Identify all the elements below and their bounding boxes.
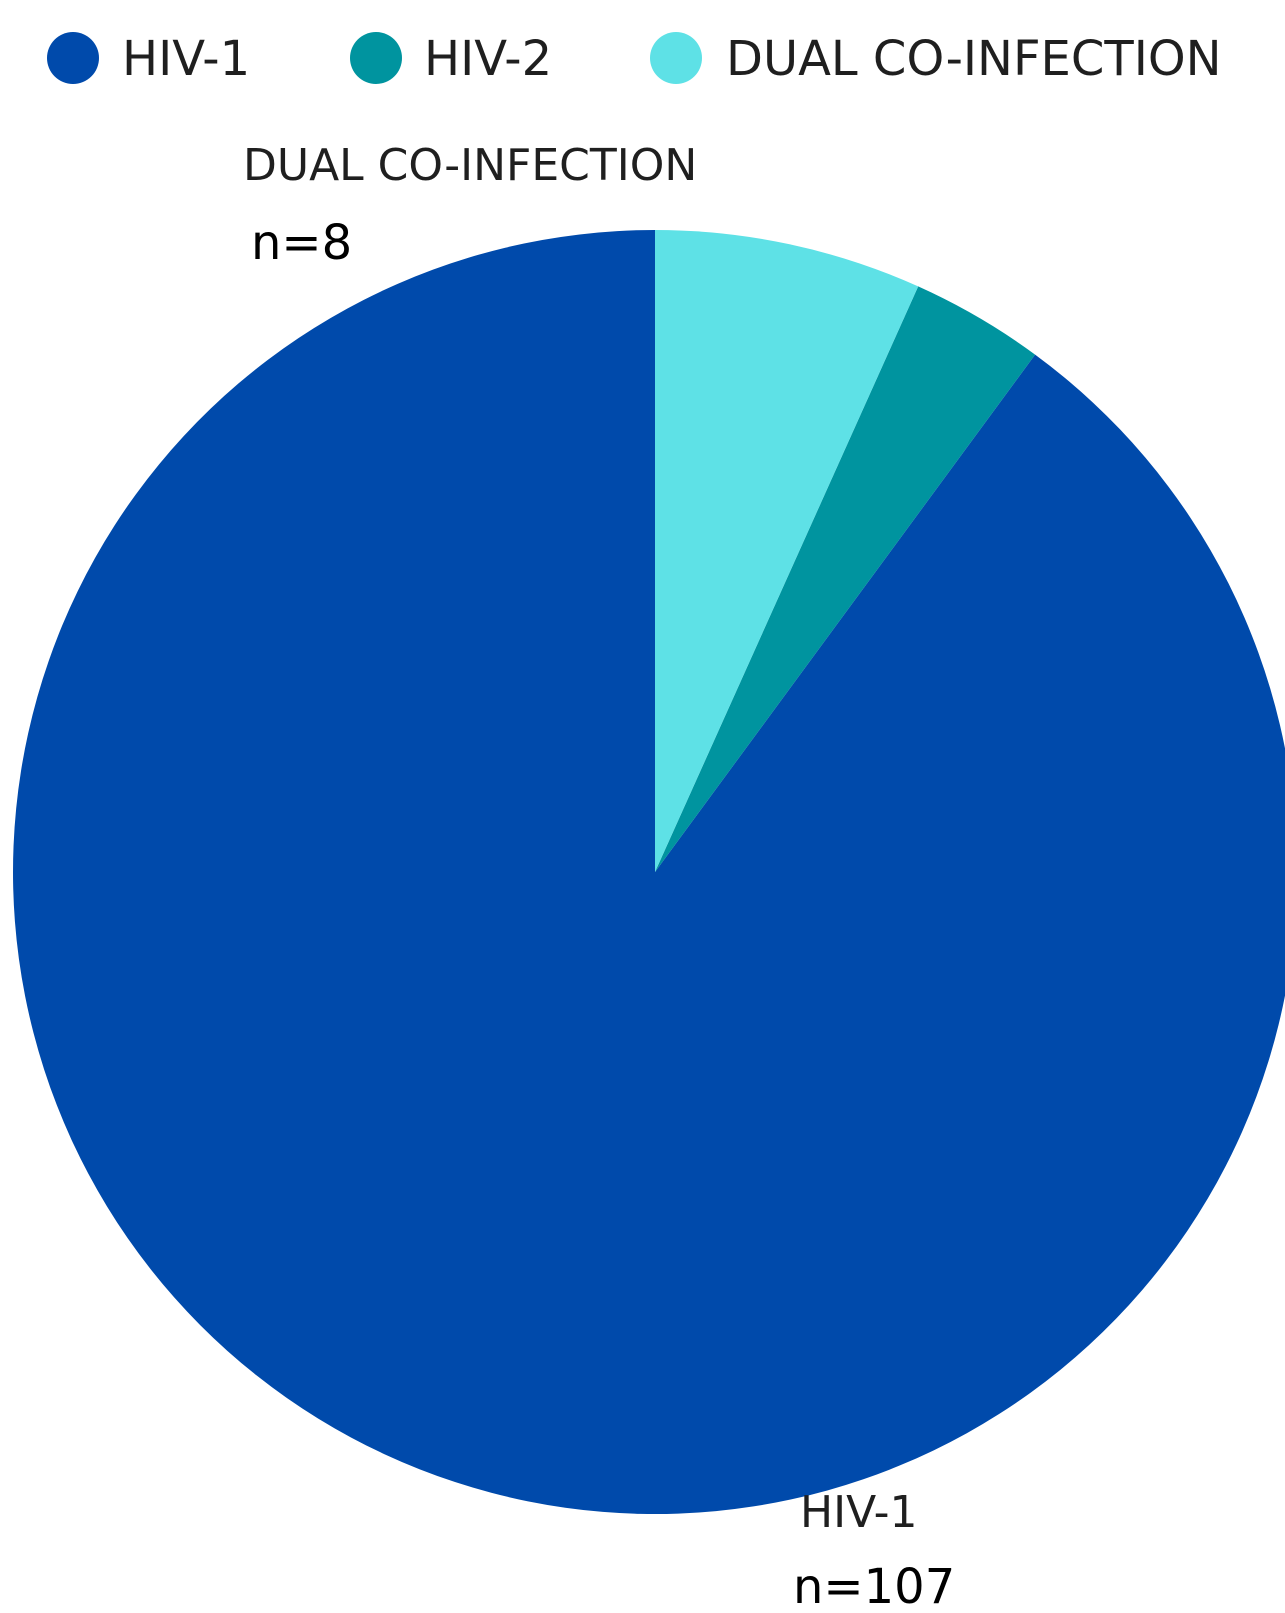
- count-label-hiv-1: n=107: [793, 1559, 955, 1613]
- legend-label-hiv-1: HIV-1: [122, 31, 250, 87]
- legend-marker-hiv-2: [350, 32, 402, 84]
- legend-marker-dual-co-infection: [650, 32, 702, 84]
- pie-slices: [13, 230, 1285, 1514]
- slice-label-hiv-1: HIV-1: [800, 1487, 917, 1538]
- pie-slice-hiv-2: [655, 286, 1036, 872]
- pie-slice-dual-co-infection: [655, 230, 919, 872]
- pie-slice-hiv-1: [13, 230, 1285, 1514]
- legend-marker-hiv-1: [47, 32, 99, 84]
- legend-label-dual-co-infection: DUAL CO-INFECTION: [726, 31, 1222, 87]
- legend: HIV-1 HIV-2 DUAL CO-INFECTION: [47, 31, 1222, 87]
- legend-label-hiv-2: HIV-2: [424, 31, 552, 87]
- count-label-dual-co-infection: n=8: [251, 215, 352, 271]
- slice-label-dual-co-infection: DUAL CO-INFECTION: [243, 140, 697, 191]
